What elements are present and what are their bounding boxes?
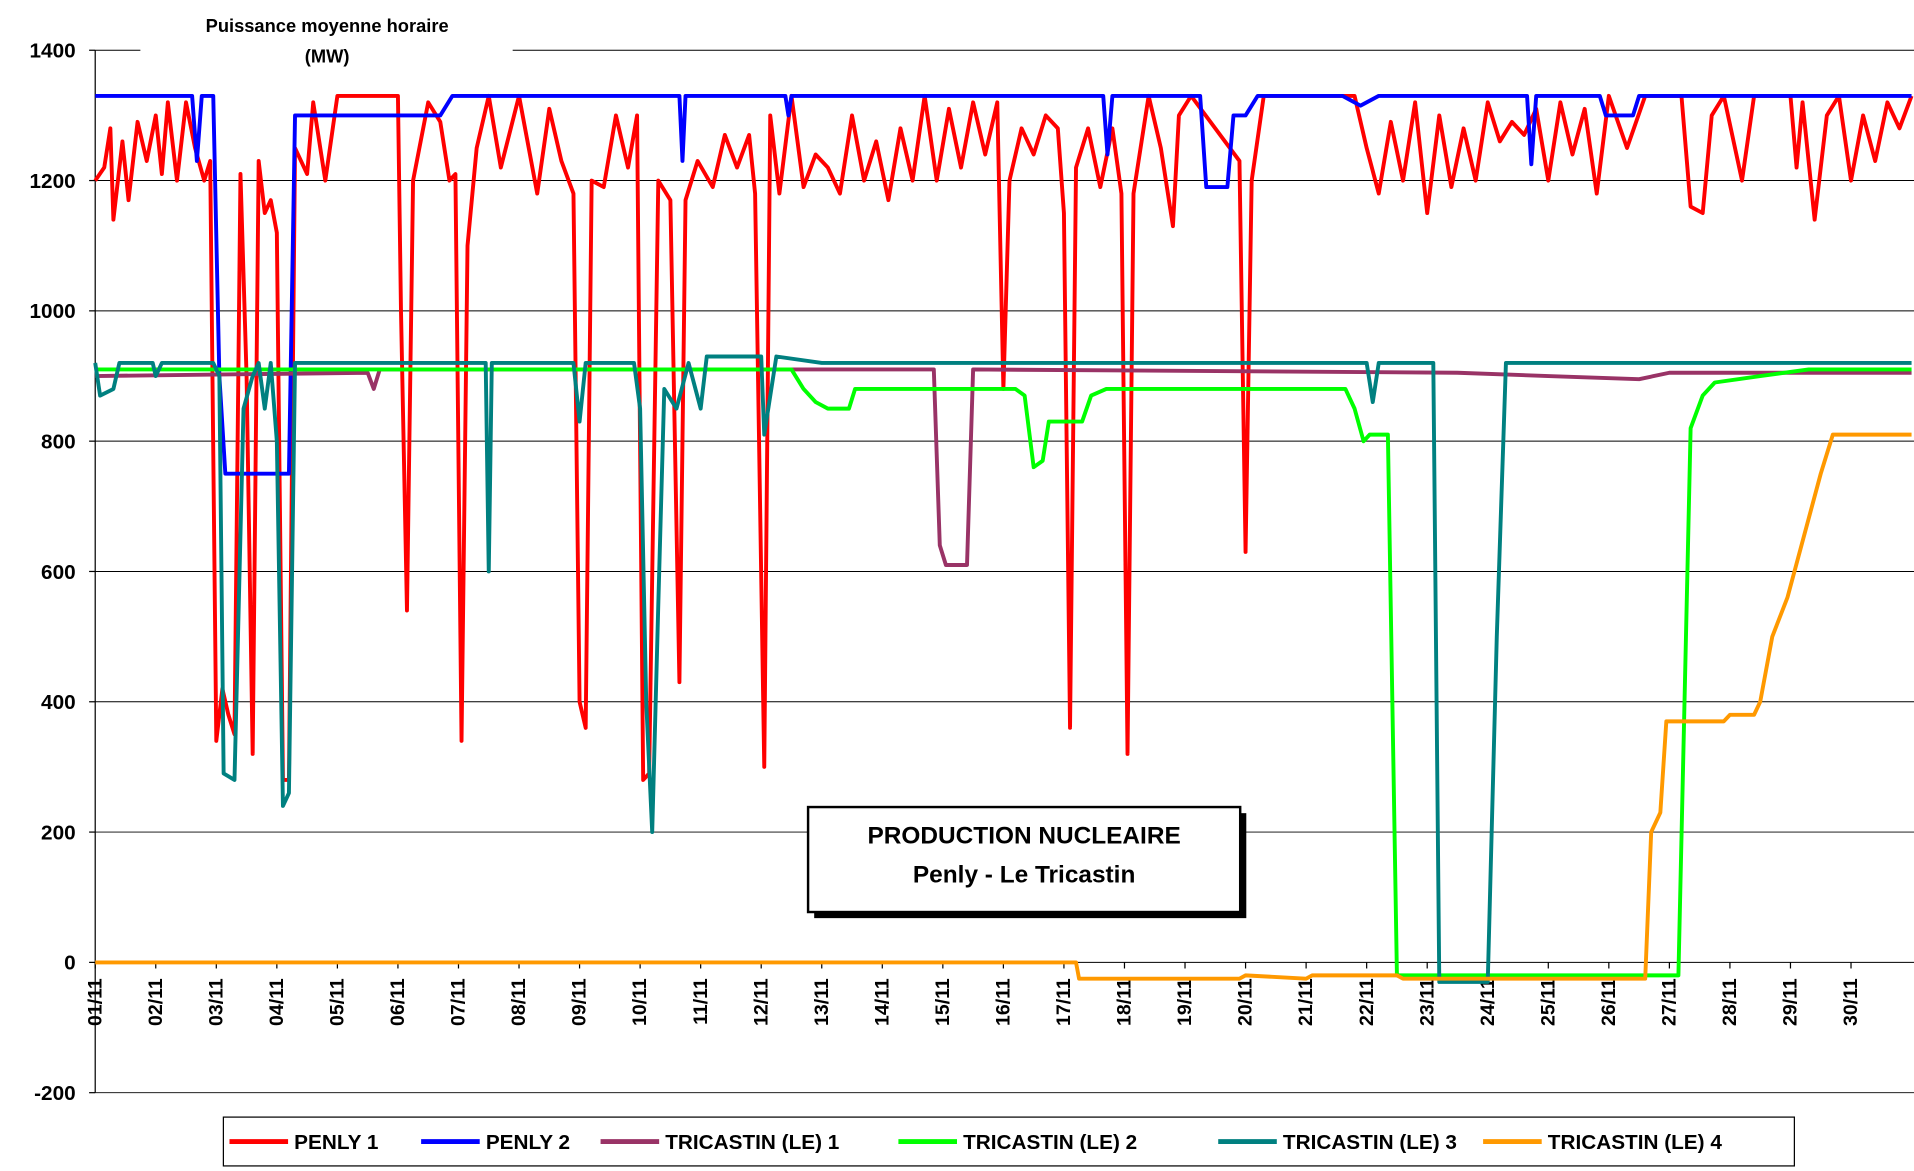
x-tick-label: 25/11 <box>1537 978 1559 1026</box>
y-tick-label: 0 <box>64 952 76 975</box>
y-axis-label: Puissance moyenne horaire <box>206 15 449 36</box>
legend: PENLY 1 PENLY 2 TRICASTIN (LE) 1 TRICASTIN … <box>229 1131 1722 1154</box>
x-tick-label: 01/11 <box>84 978 106 1026</box>
x-tick-label: 03/11 <box>205 978 227 1026</box>
legend-label: TRICASTIN (LE) 4 <box>1548 1131 1723 1154</box>
y-tick-label: 200 <box>41 821 76 844</box>
x-tick-label: 30/11 <box>1840 978 1862 1026</box>
y-tick-label: 1200 <box>30 170 76 193</box>
x-tick-label: 28/11 <box>1719 978 1741 1026</box>
legend-label: PENLY 2 <box>486 1131 570 1154</box>
x-tick-label: 17/11 <box>1053 978 1075 1026</box>
y-tick-label: -200 <box>34 1082 76 1105</box>
x-tick-label: 26/11 <box>1598 978 1620 1026</box>
y-axis-label: (MW) <box>305 45 350 66</box>
x-tick-label: 23/11 <box>1416 978 1438 1026</box>
y-label-box <box>140 9 513 79</box>
x-tick-label: 09/11 <box>569 978 591 1026</box>
x-tick-label: 20/11 <box>1235 978 1257 1026</box>
x-tick-label: 14/11 <box>871 978 893 1026</box>
x-tick-label: 06/11 <box>387 978 409 1026</box>
x-tick-label: 02/11 <box>145 978 167 1026</box>
legend-label: PENLY 1 <box>294 1131 378 1154</box>
y-tick-label: 1400 <box>30 40 76 63</box>
x-tick-label: 19/11 <box>1174 978 1196 1026</box>
x-tick-label: 16/11 <box>992 978 1014 1026</box>
annotation: Penly - Le Tricastin <box>913 862 1135 889</box>
x-tick-label: 29/11 <box>1780 978 1802 1026</box>
y-tick-label: 800 <box>41 430 76 453</box>
x-tick-label: 22/11 <box>1356 978 1378 1026</box>
series-line <box>95 432 1912 981</box>
legend-label: TRICASTIN (LE) 2 <box>963 1131 1137 1154</box>
series-line <box>95 367 1912 978</box>
x-tick-label: 24/11 <box>1477 978 1499 1026</box>
y-tick-label: 400 <box>41 691 76 714</box>
x-tick-label: 15/11 <box>932 978 954 1026</box>
series-line <box>95 93 1912 476</box>
series-line <box>93 93 1914 782</box>
series-line <box>95 367 1912 567</box>
x-tick-label: 07/11 <box>448 978 470 1026</box>
x-tick-label: 18/11 <box>1114 978 1136 1026</box>
x-tick-label: 27/11 <box>1658 978 1680 1026</box>
x-tick-label: 10/11 <box>629 978 651 1026</box>
legend-label: TRICASTIN (LE) 1 <box>665 1131 839 1154</box>
plot-lines <box>93 93 1914 984</box>
x-tick-label: 05/11 <box>326 978 348 1026</box>
x-tick-label: 13/11 <box>811 978 833 1026</box>
series-line <box>93 354 1912 984</box>
y-tick-label: 600 <box>41 561 76 584</box>
legend-label: TRICASTIN (LE) 3 <box>1283 1131 1457 1154</box>
x-tick-label: 08/11 <box>508 978 530 1026</box>
x-tick-label: 04/11 <box>266 978 288 1026</box>
annotation-box <box>806 805 1242 914</box>
x-tick-label: 21/11 <box>1295 978 1317 1026</box>
grid: -200 0 200 400 600 800 1000 1200 1400 01/11 02/11 0… <box>30 40 1914 1105</box>
x-tick-label: 12/11 <box>750 978 772 1026</box>
y-tick-label: 1000 <box>30 300 76 323</box>
x-tick-label: 11/11 <box>690 978 712 1025</box>
annotation: PRODUCTION NUCLEAIRE <box>868 823 1181 850</box>
